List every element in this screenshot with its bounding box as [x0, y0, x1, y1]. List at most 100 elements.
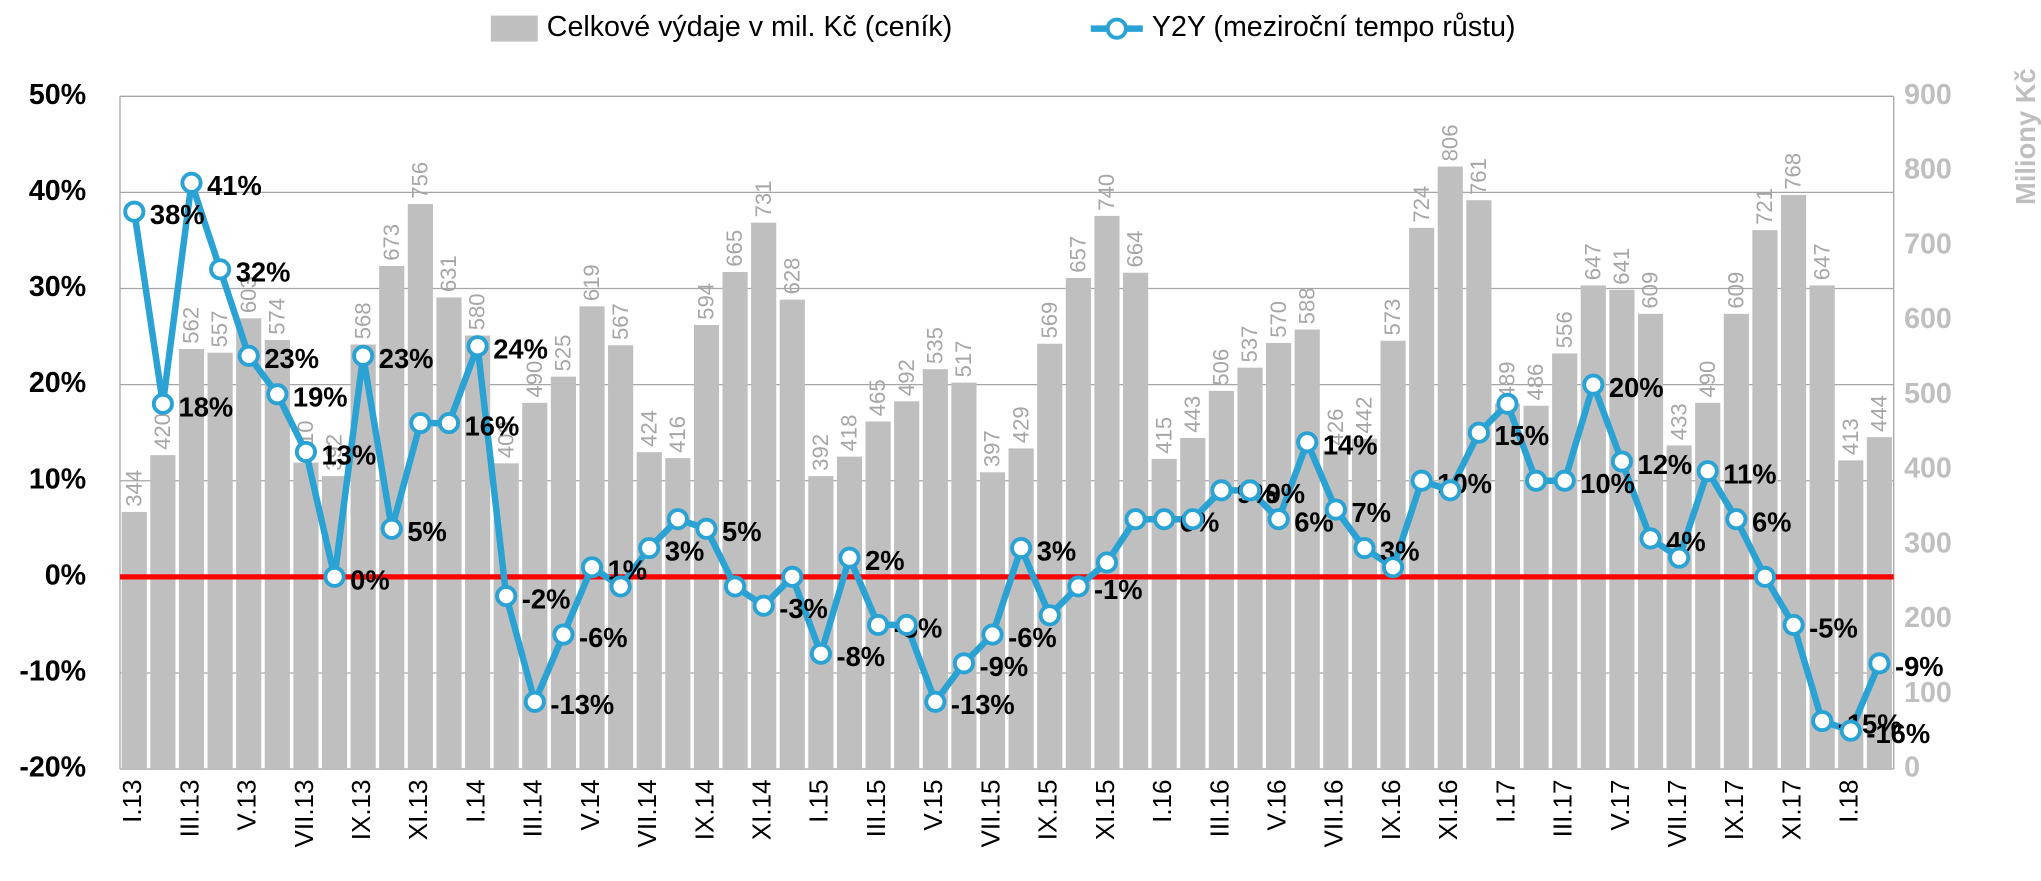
line-value-label: 10%	[1580, 468, 1635, 499]
bar	[178, 348, 205, 770]
bar	[1780, 194, 1807, 770]
line-value-label: 5%	[407, 516, 446, 547]
bar-value-label: 573	[1380, 299, 1405, 336]
line-value-label: -2%	[522, 584, 571, 615]
bar-value-label: 609	[1638, 272, 1663, 309]
x-tick-label: IX.14	[689, 779, 719, 840]
line-value-label: 16%	[465, 411, 520, 442]
line-value-label: 38%	[150, 199, 205, 230]
line-marker	[1668, 546, 1691, 569]
bar-value-label: 556	[1552, 311, 1577, 348]
bar-value-label: 415	[1151, 417, 1176, 454]
bar-value-label: 569	[1037, 302, 1062, 339]
bar	[1552, 353, 1578, 770]
line-marker	[1725, 508, 1748, 531]
bar	[121, 511, 147, 770]
bar-value-label: 344	[121, 470, 146, 507]
bar-value-label: 568	[350, 302, 375, 339]
bar	[751, 222, 777, 770]
bar	[665, 458, 691, 770]
line-marker	[1267, 508, 1290, 531]
bar-value-label: 673	[379, 224, 404, 261]
line-marker	[1439, 479, 1462, 502]
line-marker	[1525, 469, 1548, 492]
line-marker	[1753, 565, 1777, 588]
y2-tick-label: 100	[1904, 677, 1952, 709]
line-marker	[895, 613, 918, 636]
bar-value-label: 631	[436, 255, 461, 292]
x-tick-label: V.16	[1261, 779, 1291, 830]
line-marker	[151, 392, 174, 415]
line-value-label: -5%	[1809, 612, 1858, 643]
bar-value-label: 429	[1008, 406, 1033, 443]
bar	[1351, 438, 1378, 770]
legend-swatch	[490, 15, 538, 42]
line-marker	[695, 517, 718, 540]
line-marker	[781, 565, 804, 588]
bar-value-label: 492	[894, 359, 919, 396]
x-tick-label: VII.17	[1662, 779, 1692, 847]
line-value-label: 19%	[293, 382, 348, 413]
bar-value-label: 444	[1867, 395, 1892, 432]
line-marker	[580, 556, 604, 579]
y2-tick-label: 0	[1904, 752, 1920, 784]
bar	[1180, 437, 1206, 770]
y-tick-label: -20%	[19, 752, 86, 784]
line-value-label: 9%	[1266, 478, 1305, 509]
line-marker	[1095, 551, 1119, 574]
line-value-label: -13%	[550, 689, 614, 720]
line-value-label: 13%	[322, 439, 377, 470]
line-value-label: 7%	[1351, 497, 1390, 528]
bar	[1866, 437, 1892, 770]
line-marker	[1353, 536, 1376, 560]
line-marker	[1124, 508, 1147, 531]
bar	[836, 456, 863, 770]
x-tick-label: I.18	[1834, 779, 1864, 822]
line-value-label: -16%	[1866, 718, 1930, 749]
line-value-label: 14%	[1323, 430, 1378, 461]
line-marker	[1582, 373, 1605, 396]
line-marker	[466, 335, 489, 358]
bar-value-label: 424	[636, 410, 661, 447]
x-tick-label: XI.16	[1433, 779, 1463, 840]
x-tick-label: VII.14	[632, 779, 662, 847]
x-tick-label: VII.15	[975, 779, 1005, 847]
x-tick-label: IX.13	[346, 779, 376, 840]
line-marker	[409, 412, 432, 435]
line-marker	[809, 642, 832, 665]
bar-value-label: 443	[1180, 396, 1205, 433]
bar-value-label: 442	[1352, 397, 1377, 434]
bar-value-label: 657	[1066, 236, 1091, 273]
bar-value-label: 740	[1094, 174, 1119, 211]
line-value-label: 12%	[1638, 449, 1693, 480]
line-marker	[1381, 556, 1405, 579]
line-marker	[1153, 508, 1176, 531]
line-value-label: 24%	[493, 334, 548, 365]
bar	[1695, 402, 1721, 770]
bar	[1208, 390, 1234, 770]
bar	[1266, 342, 1292, 770]
bar-value-label: 761	[1466, 158, 1491, 195]
line-marker	[323, 565, 346, 588]
bar-value-label: 641	[1609, 248, 1634, 285]
bar-value-label: 420	[150, 413, 175, 450]
bar	[1580, 285, 1606, 770]
bar	[207, 352, 233, 770]
bar	[865, 421, 891, 770]
line-value-label: 3%	[1037, 535, 1076, 566]
bar	[1065, 277, 1091, 770]
y-tick-label: 30%	[29, 271, 86, 303]
y2-tick-label: 700	[1904, 228, 1952, 260]
bar	[636, 452, 662, 770]
bar-value-label: 731	[751, 181, 776, 218]
bar	[1094, 215, 1120, 770]
line-marker	[1868, 652, 1891, 675]
bar	[1466, 200, 1492, 770]
x-tick-label: III.14	[518, 779, 548, 837]
bar-value-label: 525	[551, 335, 576, 372]
line-marker	[981, 623, 1004, 646]
line-value-label: -1%	[1094, 574, 1143, 605]
line-marker	[1238, 479, 1262, 502]
line-value-label: 23%	[264, 343, 319, 374]
line-marker	[1467, 421, 1490, 444]
